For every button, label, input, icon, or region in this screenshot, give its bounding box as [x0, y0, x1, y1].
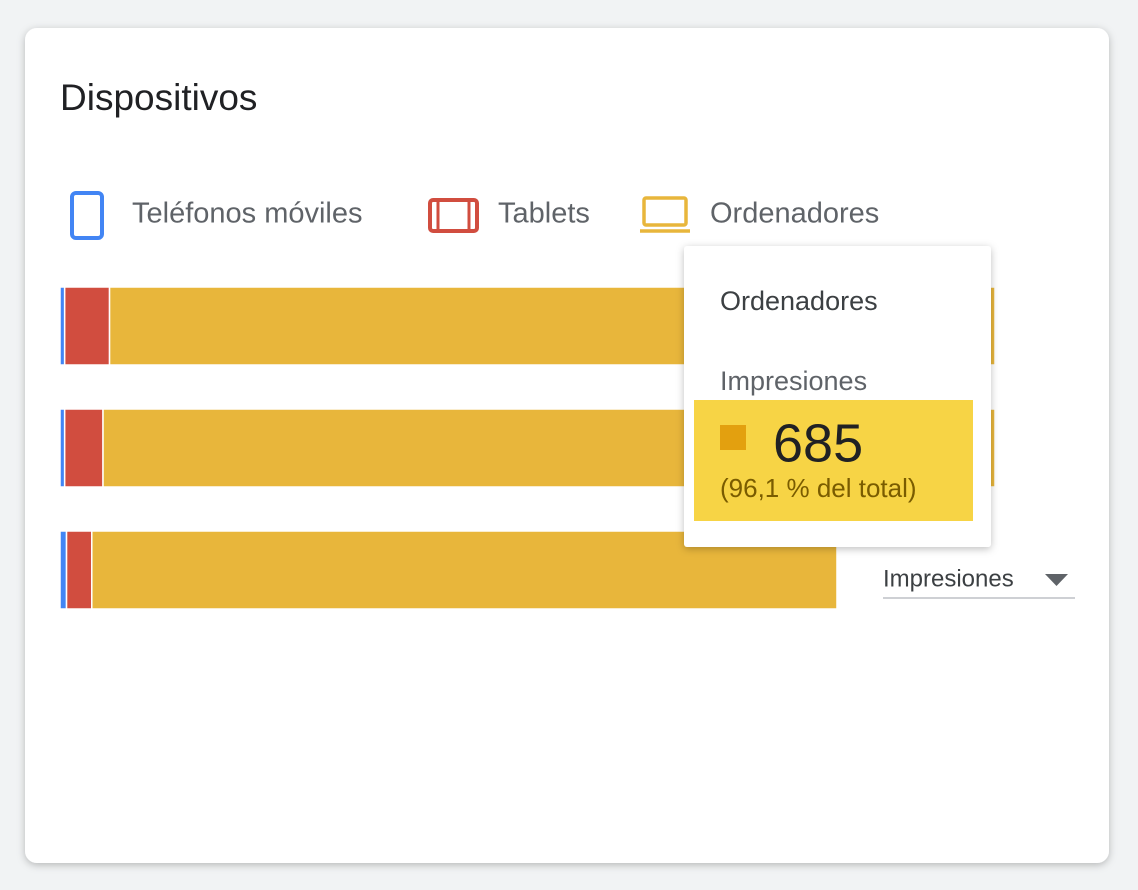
legend-label: Teléfonos móviles	[132, 198, 363, 230]
bar-segment	[65, 530, 93, 610]
tooltip: Ordenadores Impresiones 685 (96,1 % del …	[684, 246, 991, 547]
legend-icon-detail	[436, 200, 471, 231]
tooltip-title: Ordenadores	[720, 286, 878, 316]
legend-icon	[428, 198, 479, 233]
tooltip-value: 685	[773, 413, 863, 473]
tooltip-swatch	[720, 425, 746, 450]
legend-label: Tablets	[498, 198, 590, 230]
tooltip-share: (96,1 % del total)	[720, 473, 917, 503]
bar-segment	[59, 530, 68, 610]
bar-segment	[63, 286, 111, 366]
tooltip-metric: Impresiones	[720, 366, 867, 396]
legend-icon	[70, 191, 104, 240]
legend-label: Ordenadores	[710, 198, 879, 230]
metric-dropdown[interactable]: Impresiones	[883, 565, 1075, 599]
dropdown-label[interactable]: Impresiones	[883, 565, 1014, 592]
dropdown-arrow[interactable]	[1045, 574, 1068, 586]
tooltip-highlight	[694, 400, 973, 521]
card-title: Dispositivos	[60, 77, 257, 118]
legend-icon	[642, 196, 688, 227]
bar-segment	[63, 408, 104, 488]
